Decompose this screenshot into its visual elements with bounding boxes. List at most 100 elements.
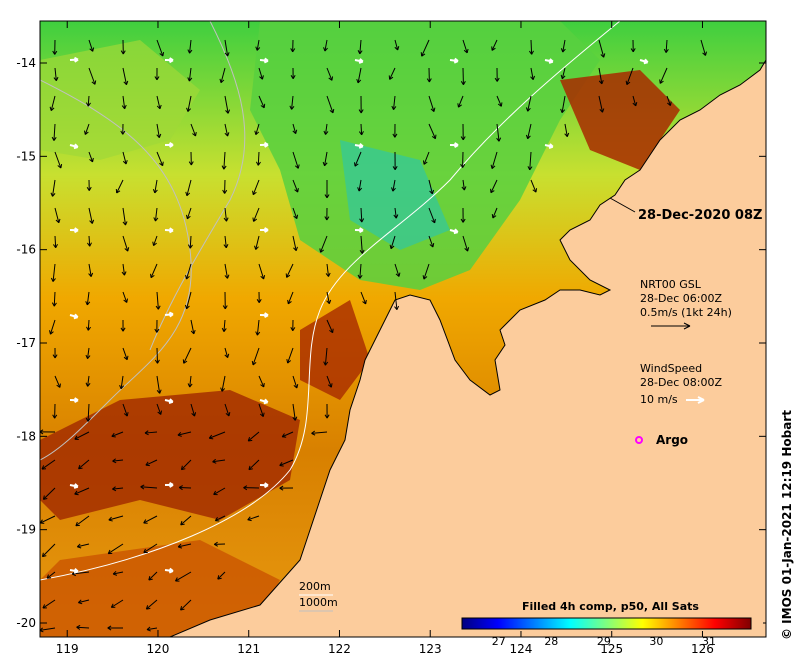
vector-arrowhead (702, 51, 708, 56)
vector-arrow (700, 39, 706, 56)
vector-arrowhead (359, 249, 365, 254)
vector-arrowhead (529, 50, 534, 55)
warm-water-patch (40, 390, 300, 520)
vector-arrow (292, 179, 299, 193)
vector-arrowhead (186, 107, 191, 112)
vector-arrow (354, 151, 362, 167)
x-tick-label: 124 (510, 642, 533, 656)
vector-arrow (140, 486, 158, 489)
vector-arrow (217, 571, 226, 580)
vector-arrowhead (153, 217, 159, 222)
vector-arrowhead (311, 430, 316, 436)
y-tick-label: -17 (16, 336, 36, 350)
vector-arrow (181, 459, 192, 471)
wind-scale: 10 m/s (640, 393, 678, 406)
vector-arrow (189, 375, 192, 388)
vector-arrowhead (260, 274, 266, 280)
y-tick-label: -16 (16, 243, 36, 257)
vector-arrowhead (73, 483, 79, 489)
vector-arrowhead (192, 131, 197, 137)
vector-arrow (360, 123, 363, 135)
vector-arrow (530, 39, 533, 55)
y-tick-label: -20 (16, 616, 36, 630)
vector-arrow (253, 207, 260, 222)
vector-arrowhead (326, 299, 332, 305)
vector-arrowhead (357, 187, 363, 192)
cool-water-patch (340, 140, 450, 250)
depth-200-label: 200m (299, 580, 331, 593)
x-tick-label: 122 (328, 642, 351, 656)
vector-arrowhead (292, 416, 298, 421)
vector-arrowhead (323, 130, 329, 135)
colorbar-tick-label: 30 (649, 635, 663, 648)
vector-arrowhead (187, 49, 193, 54)
vector-arrowhead (144, 430, 149, 436)
vector-arrow (120, 375, 124, 389)
vector-arrowhead (247, 516, 252, 522)
vector-arrow (258, 375, 265, 388)
vector-arrowhead (121, 271, 127, 276)
vector-arrow (54, 151, 62, 169)
vector-arrow (145, 459, 158, 466)
vector-arrowhead (76, 543, 82, 549)
vector-arrow (122, 207, 127, 226)
x-tick-label: 123 (419, 642, 442, 656)
vector-arrowhead (140, 484, 145, 490)
vector-arrowhead (247, 437, 253, 442)
vector-arrowhead (356, 78, 362, 84)
vector-arrowhead (86, 326, 92, 331)
vector-arrowhead (530, 75, 536, 81)
colorbar-ticks: 27 28 29 30 31 (492, 635, 716, 648)
vector-arrowhead (41, 552, 47, 558)
argo-label: Argo (656, 433, 688, 447)
vector-arrowhead (429, 189, 435, 195)
vector-arrowhead (42, 604, 47, 609)
colorbar-tick-label: 29 (597, 635, 611, 648)
vector-arrow (423, 151, 430, 165)
vector-arrow (143, 515, 158, 524)
x-tick-label: 125 (600, 642, 623, 656)
vector-arrowhead (292, 129, 298, 135)
vector-arrowhead (57, 163, 63, 169)
vector-arrow (421, 39, 430, 57)
vector-arrow (74, 431, 90, 440)
vector-arrowhead (115, 188, 121, 194)
vector-arrow (320, 235, 328, 253)
vector-arrowhead (263, 398, 269, 405)
vector-arrowhead (391, 105, 397, 110)
vector-arrowhead (388, 75, 394, 80)
vector-arrow (52, 179, 56, 197)
vector-arrow (527, 95, 532, 112)
vector-arrow (190, 403, 196, 417)
vector-arrowhead (213, 490, 218, 496)
vector-arrow (326, 319, 334, 333)
vector-arrow (394, 291, 398, 310)
vector-arrow (189, 39, 192, 54)
vector-arrowhead (532, 188, 538, 193)
cool-water-patch (250, 21, 600, 290)
vector-arrowhead (169, 57, 174, 64)
vector-arrow (74, 487, 90, 495)
vector-arrow (292, 151, 299, 169)
colorbar-tick-label: 31 (702, 635, 716, 648)
vector-arrowhead (394, 305, 400, 311)
vector-arrow (223, 151, 226, 170)
vector-arrow (87, 403, 90, 422)
vector-arrowhead (394, 46, 400, 51)
vector-arrow (143, 543, 158, 554)
vector-arrowhead (74, 227, 79, 234)
vector-arrowhead (391, 187, 396, 192)
vector-arrowhead (358, 131, 364, 136)
vector-arrow (252, 179, 260, 195)
vector-arrowhead (393, 214, 399, 219)
x-tick-label: 121 (237, 642, 260, 656)
vector-arrow (286, 263, 294, 278)
vector-arrowhead (85, 417, 91, 422)
vector-arrow (212, 459, 226, 463)
vector-arrowhead (208, 434, 214, 440)
vector-arrow (530, 179, 537, 193)
vector-arrow (292, 207, 298, 219)
vector-arrow (87, 375, 90, 387)
vector-arrow (122, 263, 125, 276)
vector-arrowhead (329, 108, 335, 114)
